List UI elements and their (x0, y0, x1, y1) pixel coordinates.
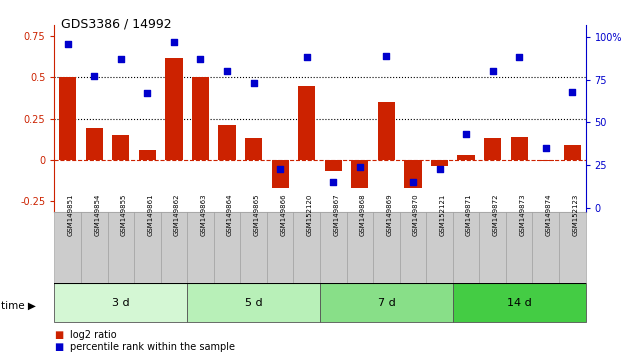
Point (328, 179, 339, 185)
Text: GSM149861: GSM149861 (147, 193, 154, 236)
Text: GSM149873: GSM149873 (519, 193, 525, 236)
Text: GSM149855: GSM149855 (121, 193, 127, 236)
Text: 14 d: 14 d (507, 298, 532, 308)
Bar (347, 212, 373, 283)
Bar (86, 129, 103, 160)
Bar (559, 212, 586, 283)
Bar (271, 160, 289, 188)
Bar (351, 160, 369, 188)
Point (89, 73, 99, 79)
Point (514, 55, 524, 60)
Bar (320, 283, 453, 322)
Bar (298, 86, 316, 160)
Text: ■: ■ (54, 330, 63, 339)
Bar (245, 138, 262, 160)
Bar (324, 160, 342, 171)
Bar (214, 212, 241, 283)
Bar (532, 212, 559, 283)
Point (116, 56, 126, 62)
Bar (511, 137, 528, 160)
Bar (139, 150, 156, 160)
Text: GSM149872: GSM149872 (493, 193, 499, 236)
Point (408, 179, 418, 185)
Point (355, 164, 365, 170)
Bar (453, 283, 586, 322)
Text: GSM149866: GSM149866 (280, 193, 286, 236)
Bar (188, 212, 214, 283)
Text: GSM149851: GSM149851 (68, 193, 74, 236)
Bar (378, 102, 395, 160)
Bar (218, 125, 236, 160)
Bar (399, 212, 426, 283)
Text: GSM149871: GSM149871 (466, 193, 472, 236)
Text: 5 d: 5 d (244, 298, 262, 308)
Bar (431, 160, 448, 166)
Text: GSM149874: GSM149874 (546, 193, 552, 236)
Point (222, 68, 232, 74)
Bar (404, 160, 422, 188)
Point (248, 80, 259, 86)
Text: percentile rank within the sample: percentile rank within the sample (70, 342, 236, 352)
Bar (506, 212, 532, 283)
Point (169, 39, 179, 45)
Text: GDS3386 / 14992: GDS3386 / 14992 (61, 18, 172, 31)
Text: GSM149868: GSM149868 (360, 193, 366, 236)
Text: GSM149862: GSM149862 (174, 193, 180, 236)
Text: log2 ratio: log2 ratio (70, 330, 117, 339)
Bar (188, 283, 320, 322)
Bar (108, 212, 134, 283)
Point (142, 91, 152, 96)
Point (275, 166, 285, 172)
Text: GSM152120: GSM152120 (307, 193, 313, 236)
Point (63, 41, 73, 46)
Bar (134, 212, 161, 283)
Text: GSM149863: GSM149863 (200, 193, 207, 236)
Bar (453, 212, 479, 283)
Bar (54, 283, 188, 322)
Text: GSM149865: GSM149865 (253, 193, 260, 236)
Bar (458, 155, 475, 160)
Text: GSM149854: GSM149854 (94, 193, 100, 236)
Bar (426, 212, 453, 283)
Text: GSM149870: GSM149870 (413, 193, 419, 236)
Bar (479, 212, 506, 283)
Point (195, 56, 205, 62)
Bar (537, 160, 554, 161)
Bar (165, 58, 182, 160)
Bar (373, 212, 400, 283)
Bar (484, 138, 501, 160)
Text: time ▶: time ▶ (1, 301, 35, 311)
Bar (54, 212, 81, 283)
Bar (241, 212, 267, 283)
Bar (294, 212, 320, 283)
Point (435, 166, 445, 172)
Bar (81, 212, 108, 283)
Bar (59, 78, 76, 160)
Point (488, 68, 498, 74)
Text: GSM149864: GSM149864 (227, 193, 233, 236)
Text: GSM149869: GSM149869 (387, 193, 392, 236)
Bar (112, 135, 129, 160)
Text: GSM152123: GSM152123 (572, 193, 579, 236)
Text: GSM152121: GSM152121 (440, 193, 445, 236)
Text: 3 d: 3 d (112, 298, 130, 308)
Text: GSM149867: GSM149867 (333, 193, 339, 236)
Text: 7 d: 7 d (378, 298, 396, 308)
Point (301, 55, 312, 60)
Point (461, 132, 471, 137)
Bar (564, 145, 581, 160)
Bar (267, 212, 293, 283)
Bar (320, 212, 347, 283)
Point (541, 145, 551, 151)
Text: ■: ■ (54, 342, 63, 352)
Bar (161, 212, 188, 283)
Point (381, 53, 392, 58)
Bar (192, 78, 209, 160)
Point (567, 89, 577, 95)
